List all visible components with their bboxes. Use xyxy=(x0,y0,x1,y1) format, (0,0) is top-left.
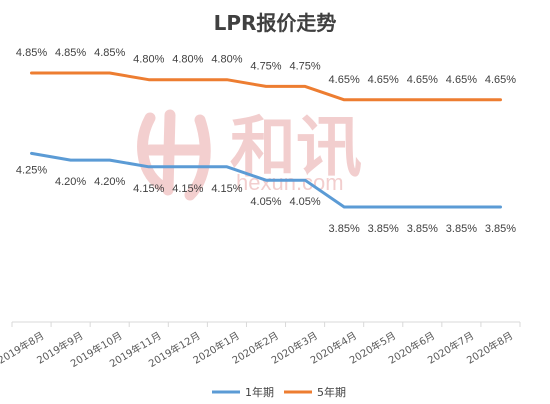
data-label-5y: 4.65% xyxy=(368,74,399,86)
data-label-5y: 4.65% xyxy=(446,74,477,86)
series-lines xyxy=(30,71,502,209)
data-label-5y: 4.80% xyxy=(133,54,164,66)
data-labels: 4.25% 4.20% 4.20% 4.15% 4.15% 4.15% 4.05% 4.05%… xyxy=(16,47,516,235)
data-label-1y: 3.85% xyxy=(485,223,516,235)
data-label-5y: 4.80% xyxy=(172,54,203,66)
data-label-5y: 4.85% xyxy=(94,47,125,59)
data-label-5y: 4.85% xyxy=(16,47,47,59)
watermark-url: hexun.com xyxy=(236,170,344,195)
data-label-1y: 3.85% xyxy=(407,223,438,235)
data-label-1y: 4.15% xyxy=(172,183,203,195)
data-label-1y: 3.85% xyxy=(446,223,477,235)
data-label-1y: 4.05% xyxy=(250,196,281,208)
x-axis-ticks xyxy=(11,322,521,327)
watermark: 和讯 hexun.com xyxy=(137,109,362,201)
watermark-logo-mark xyxy=(137,109,211,201)
data-label-5y: 4.75% xyxy=(250,60,281,72)
data-label-5y: 4.65% xyxy=(329,74,360,86)
data-label-1y: 4.25% xyxy=(16,164,47,176)
data-label-1y: 3.85% xyxy=(368,223,399,235)
data-label-1y: 4.20% xyxy=(94,176,125,188)
data-label-5y: 4.80% xyxy=(211,54,242,66)
data-label-5y: 4.65% xyxy=(407,74,438,86)
legend-label-5y: 5年期 xyxy=(317,385,346,399)
data-label-1y: 4.15% xyxy=(133,183,164,195)
data-label-5y: 4.75% xyxy=(289,60,320,72)
legend-label-1y: 1年期 xyxy=(245,385,274,399)
x-axis-tick-labels: 2019年8月2019年9月2019年10月2019年11月2019年12月20… xyxy=(0,329,515,370)
watermark-logo-text: 和讯 xyxy=(230,109,362,186)
series-line-5y xyxy=(30,71,502,102)
data-label-1y: 4.20% xyxy=(55,176,86,188)
data-label-1y: 4.15% xyxy=(211,183,242,195)
data-label-5y: 4.65% xyxy=(485,74,516,86)
legend: 1年期 5年期 xyxy=(212,385,346,399)
data-label-5y: 4.85% xyxy=(55,47,86,59)
data-label-1y: 4.05% xyxy=(289,196,320,208)
chart-title: LPR报价走势 xyxy=(214,11,337,35)
series-line-1y xyxy=(30,151,502,209)
data-label-1y: 3.85% xyxy=(329,223,360,235)
